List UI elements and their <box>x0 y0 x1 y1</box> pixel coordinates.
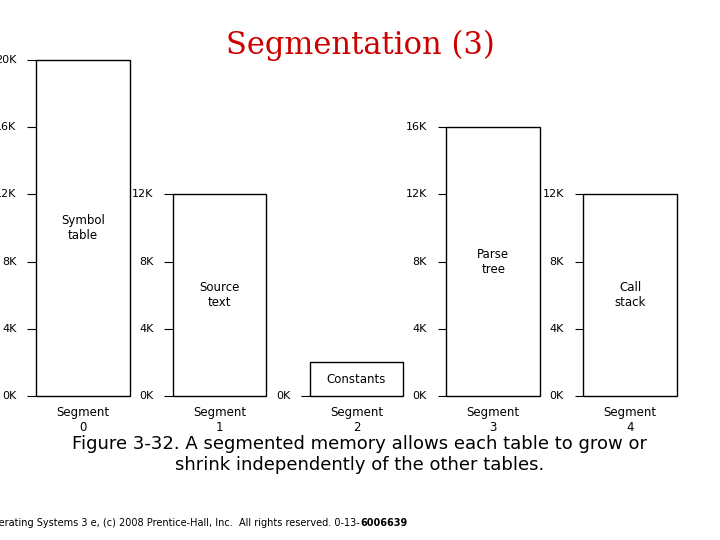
Text: 6006639: 6006639 <box>360 518 408 528</box>
Text: 12K: 12K <box>132 190 153 199</box>
Text: Segment
4: Segment 4 <box>603 406 657 434</box>
Bar <box>583 194 677 396</box>
Text: 8K: 8K <box>549 256 564 267</box>
Text: Segment
3: Segment 3 <box>467 406 520 434</box>
Text: Segment
1: Segment 1 <box>193 406 246 434</box>
Bar <box>310 362 403 396</box>
Text: 12K: 12K <box>0 190 17 199</box>
Text: Segmentation (3): Segmentation (3) <box>225 30 495 61</box>
Text: 0K: 0K <box>549 391 564 401</box>
Text: 20K: 20K <box>0 55 17 65</box>
Text: 4K: 4K <box>413 324 427 334</box>
Text: Symbol
table: Symbol table <box>61 214 104 242</box>
Text: 16K: 16K <box>0 122 17 132</box>
Text: Source
text: Source text <box>199 281 240 309</box>
Text: 8K: 8K <box>139 256 153 267</box>
Text: Tanenbaum, Modern Operating Systems 3 e, (c) 2008 Prentice-Hall, Inc.  All right: Tanenbaum, Modern Operating Systems 3 e,… <box>0 518 360 528</box>
Text: 0K: 0K <box>413 391 427 401</box>
Text: 12K: 12K <box>405 190 427 199</box>
Bar <box>173 194 266 396</box>
Bar <box>36 60 130 396</box>
Text: 0K: 0K <box>139 391 153 401</box>
Text: Constants: Constants <box>327 373 386 386</box>
Text: 4K: 4K <box>549 324 564 334</box>
Text: 0K: 0K <box>2 391 17 401</box>
Text: 12K: 12K <box>542 190 564 199</box>
Text: 4K: 4K <box>2 324 17 334</box>
Text: 4K: 4K <box>139 324 153 334</box>
Text: Call
stack: Call stack <box>614 281 646 309</box>
Text: Segment
0: Segment 0 <box>56 406 109 434</box>
Bar <box>446 127 540 396</box>
Text: 8K: 8K <box>413 256 427 267</box>
Text: Figure 3-32. A segmented memory allows each table to grow or: Figure 3-32. A segmented memory allows e… <box>73 435 647 453</box>
Text: shrink independently of the other tables.: shrink independently of the other tables… <box>176 456 544 474</box>
Text: Parse
tree: Parse tree <box>477 248 509 275</box>
Text: Segment
2: Segment 2 <box>330 406 383 434</box>
Text: 16K: 16K <box>405 122 427 132</box>
Text: 0K: 0K <box>276 391 290 401</box>
Text: 8K: 8K <box>2 256 17 267</box>
